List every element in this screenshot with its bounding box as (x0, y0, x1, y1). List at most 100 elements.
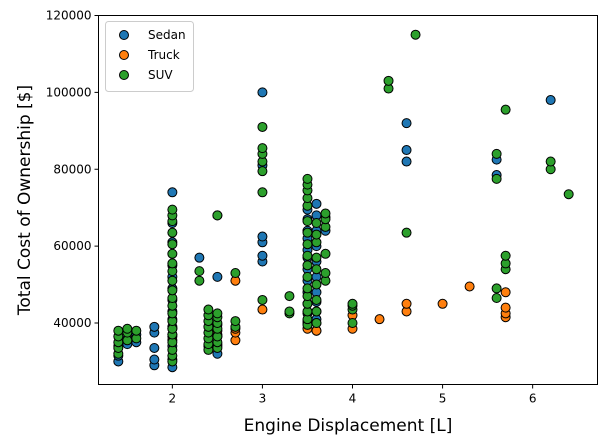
point-suv-101 (491, 293, 502, 304)
point-sedan-9 (149, 342, 160, 353)
x-tick-label: 2 (169, 392, 177, 406)
point-suv-85 (311, 229, 322, 240)
legend-marker-truck (119, 50, 129, 60)
legend-label-suv: SUV (148, 68, 173, 82)
point-suv-47 (212, 210, 223, 221)
point-suv-56 (257, 143, 268, 154)
x-tick-label: 3 (259, 392, 267, 406)
point-suv-80 (311, 294, 322, 305)
point-suv-71 (302, 227, 313, 238)
point-suv-88 (320, 268, 331, 279)
point-suv-67 (302, 271, 313, 282)
point-suv-30 (194, 275, 205, 286)
point-sedan-39 (257, 87, 268, 98)
point-suv-68 (302, 260, 313, 271)
point-sedan-32 (212, 271, 223, 282)
point-truck-25 (500, 287, 511, 298)
point-suv-23 (167, 258, 178, 269)
y-tick-label: 120000 (46, 9, 92, 23)
point-suv-7 (122, 323, 133, 334)
y-tick-label: 60000 (53, 239, 91, 253)
point-suv-72 (302, 216, 313, 227)
point-suv-82 (311, 264, 322, 275)
point-suv-29 (167, 204, 178, 215)
point-sedan-66 (401, 145, 412, 156)
point-truck-20 (437, 298, 448, 309)
point-sedan-70 (545, 95, 556, 106)
point-suv-83 (311, 252, 322, 263)
data-points (113, 29, 574, 373)
point-suv-98 (383, 75, 394, 86)
point-suv-46 (212, 308, 223, 319)
point-sedan-62 (311, 198, 322, 209)
legend-label-truck: Truck (147, 48, 180, 62)
point-sedan-25 (167, 187, 178, 198)
point-sedan-37 (257, 231, 268, 242)
x-tick-label: 6 (529, 392, 537, 406)
point-suv-24 (167, 248, 178, 259)
point-truck-24 (500, 302, 511, 313)
point-suv-20 (167, 285, 178, 296)
point-truck-19 (401, 298, 412, 309)
point-sedan-8 (149, 354, 160, 365)
point-sedan-67 (401, 118, 412, 129)
y-tick-label: 80000 (53, 162, 91, 176)
point-suv-103 (491, 173, 502, 184)
point-suv-31 (194, 266, 205, 277)
y-axis-label: Total Cost of Ownership [$] (15, 85, 35, 316)
point-suv-59 (284, 306, 295, 317)
point-suv-21 (167, 275, 178, 286)
point-suv-66 (302, 283, 313, 294)
point-suv-77 (302, 173, 313, 184)
legend-marker-suv (119, 70, 129, 80)
point-suv-39 (203, 304, 214, 315)
legend-marker-sedan (119, 30, 129, 40)
series-suv (113, 29, 574, 367)
point-truck-17 (374, 314, 385, 325)
point-suv-107 (500, 250, 511, 261)
point-suv-92 (320, 208, 331, 219)
x-tick-label: 5 (439, 392, 447, 406)
legend-label-sedan: Sedan (148, 28, 186, 42)
point-suv-25 (167, 239, 178, 250)
point-suv-102 (491, 283, 502, 294)
point-suv-79 (311, 306, 322, 317)
point-suv-100 (410, 29, 421, 40)
legend: Sedan Truck SUV (105, 21, 194, 92)
point-sedan-65 (401, 156, 412, 167)
point-suv-99 (401, 227, 412, 238)
point-sedan-35 (257, 250, 268, 261)
point-truck-10 (257, 304, 268, 315)
point-sedan-26 (194, 252, 205, 263)
point-suv-110 (545, 156, 556, 167)
series-sedan (113, 87, 556, 373)
point-suv-93 (347, 318, 358, 328)
point-suv-89 (320, 248, 331, 259)
point-suv-69 (302, 250, 313, 261)
x-axis: 2 3 4 5 6 (169, 384, 537, 406)
x-axis-label: Engine Displacement [L] (244, 416, 453, 436)
y-axis: 40000 60000 80000 100000 120000 (46, 9, 99, 330)
point-suv-57 (257, 121, 268, 132)
point-suv-108 (500, 104, 511, 115)
point-suv-4 (113, 325, 124, 336)
y-tick-label: 100000 (46, 85, 92, 99)
point-suv-49 (230, 316, 241, 327)
plot-frame (98, 15, 598, 385)
point-suv-111 (563, 189, 574, 200)
point-suv-104 (491, 148, 502, 159)
y-tick-label: 40000 (53, 316, 91, 330)
point-suv-96 (347, 298, 358, 309)
point-suv-52 (257, 187, 268, 198)
point-suv-60 (284, 291, 295, 302)
point-suv-81 (311, 279, 322, 290)
point-suv-9 (131, 325, 142, 336)
point-suv-78 (311, 318, 322, 328)
point-suv-86 (311, 218, 322, 229)
point-suv-26 (167, 227, 178, 238)
point-truck-21 (464, 281, 475, 292)
x-tick-label: 4 (349, 392, 357, 406)
point-suv-70 (302, 239, 313, 250)
point-suv-50 (230, 268, 241, 279)
